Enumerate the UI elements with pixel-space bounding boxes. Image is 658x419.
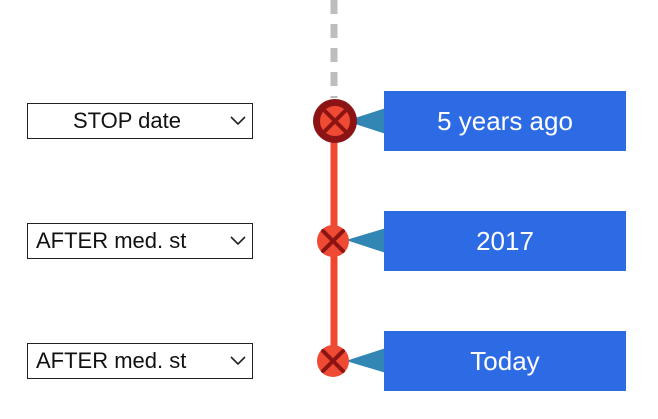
connector-row-2: [346, 228, 386, 253]
x-circle-icon[interactable]: [317, 225, 349, 257]
chevron-down-icon: [226, 344, 250, 378]
event-type-select-row-3[interactable]: AFTER med. st: [27, 343, 253, 379]
event-type-select-row-1[interactable]: STOP date: [27, 103, 253, 139]
date-box-row-2[interactable]: 2017: [384, 211, 626, 271]
date-box-row-1[interactable]: 5 years ago: [384, 91, 626, 151]
connector-row-1: [346, 108, 386, 134]
chevron-down-icon: [226, 104, 250, 138]
select-value: STOP date: [72, 108, 182, 133]
chevron-down-icon: [226, 224, 250, 258]
select-value: AFTER med. st: [36, 348, 187, 373]
date-box-row-3[interactable]: Today: [384, 331, 626, 391]
x-circle-icon[interactable]: [313, 99, 357, 143]
connector-row-3: [346, 348, 386, 373]
event-type-select-row-2[interactable]: AFTER med. st: [27, 223, 253, 259]
select-value: AFTER med. st: [36, 228, 187, 253]
x-circle-icon[interactable]: [317, 345, 349, 377]
